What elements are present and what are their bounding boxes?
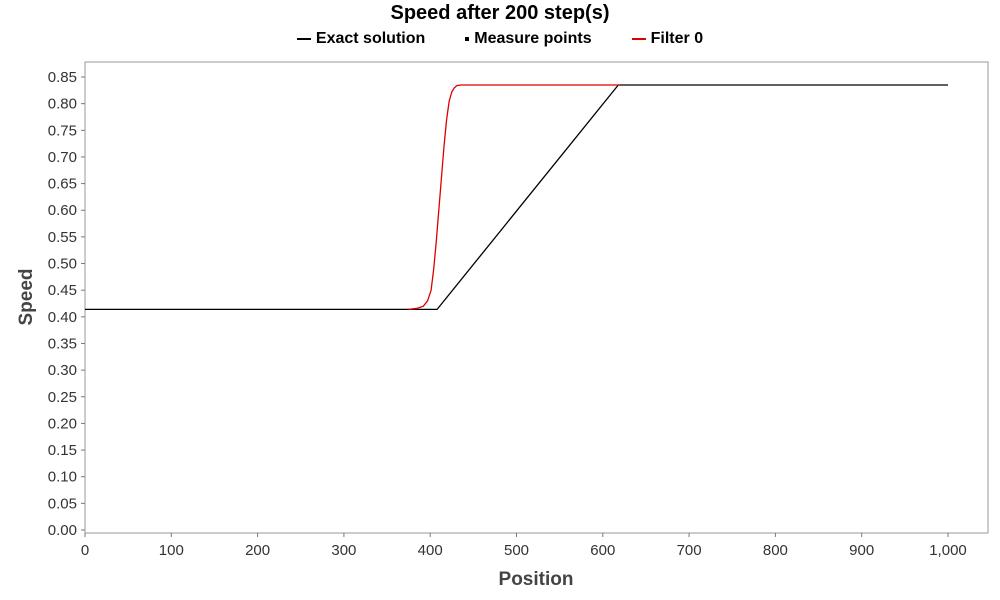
x-tick-label: 0	[81, 542, 89, 559]
chart-title: Speed after 200 step(s)	[390, 2, 610, 24]
legend: Exact solution Measure points Filter 0	[0, 30, 1000, 48]
x-tick-label: 900	[849, 542, 874, 559]
y-tick-label: 0.30	[48, 362, 77, 379]
y-tick-label: 0.20	[48, 415, 77, 432]
x-axis: 0 100 200 300 400 500 600 700 800 900 1,000	[81, 533, 967, 559]
series-line-filter-0	[408, 84, 621, 311]
legend-swatch-filter-0	[631, 38, 646, 40]
y-tick-label: 0.35	[48, 335, 77, 352]
legend-label-exact-solution: Exact solution	[315, 30, 426, 47]
series-layer	[85, 84, 948, 311]
y-tick-label: 0.65	[48, 176, 77, 193]
x-tick-label: 800	[763, 542, 788, 559]
series-line-exact-solution	[85, 84, 948, 311]
legend-item-exact-solution: Exact solution	[296, 30, 426, 48]
legend-swatch-exact-solution	[296, 38, 311, 40]
x-tick-label: 1,000	[929, 542, 967, 559]
x-tick-label: 600	[590, 542, 615, 559]
x-tick-label: 700	[677, 542, 702, 559]
x-tick-label: 100	[159, 542, 184, 559]
y-tick-label: 0.45	[48, 282, 77, 299]
y-tick-label: 0.70	[48, 149, 77, 166]
legend-label-filter-0: Filter 0	[650, 30, 704, 47]
x-axis-label: Position	[499, 569, 574, 590]
legend-swatch-measure-points	[465, 37, 470, 41]
x-tick-label: 400	[418, 542, 443, 559]
legend-item-filter-0: Filter 0	[631, 30, 704, 48]
y-tick-label: 0.85	[48, 69, 77, 86]
y-tick-label: 0.60	[48, 202, 77, 219]
y-axis: 0.00 0.05 0.10 0.15 0.20 0.25 0.30 0.35 0.40 0.45…	[48, 69, 85, 539]
x-tick-label: 300	[331, 542, 356, 559]
y-tick-label: 0.55	[48, 229, 77, 246]
y-tick-label: 0.25	[48, 389, 77, 406]
x-tick-label: 200	[245, 542, 270, 559]
x-tick-label: 500	[504, 542, 529, 559]
y-tick-label: 0.10	[48, 469, 77, 486]
y-tick-label: 0.80	[48, 96, 77, 113]
y-axis-label: Speed	[16, 268, 37, 325]
y-tick-label: 0.15	[48, 442, 77, 459]
legend-label-measure-points: Measure points	[474, 30, 592, 47]
y-tick-label: 0.40	[48, 309, 77, 326]
y-tick-label: 0.05	[48, 495, 77, 512]
plot-area	[84, 61, 989, 534]
y-tick-label: 0.75	[48, 122, 77, 139]
y-tick-label: 0.50	[48, 256, 77, 273]
y-tick-label: 0.00	[48, 522, 77, 539]
legend-item-measure-points: Measure points	[465, 30, 592, 48]
